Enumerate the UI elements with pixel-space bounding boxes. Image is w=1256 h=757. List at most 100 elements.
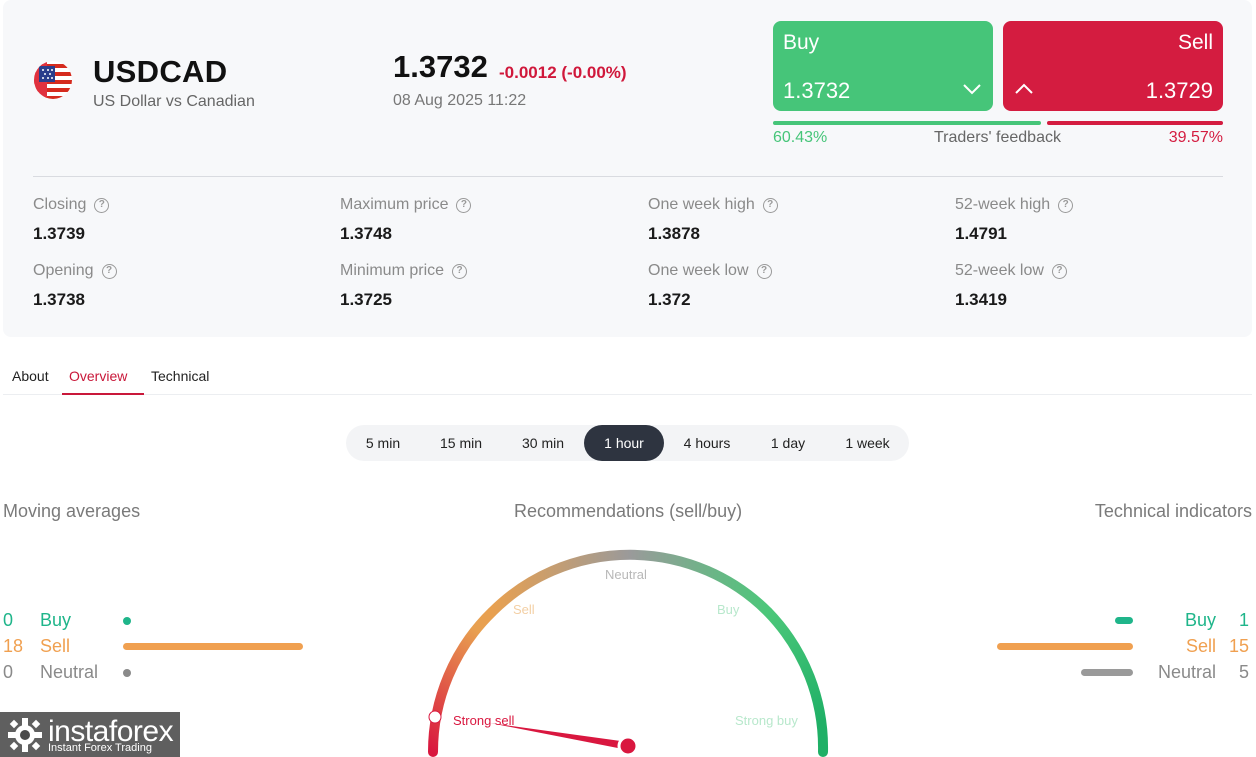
feedback-sell-percent: 39.57% — [1168, 129, 1223, 146]
instaforex-logo: instaforex Instant Forex Trading — [0, 712, 180, 757]
ma-neutral-label: Neutral — [40, 662, 99, 682]
stat-value: 1.3419 — [955, 290, 1007, 309]
chevron-up-icon — [1015, 83, 1033, 94]
stat-value: 1.3725 — [340, 290, 392, 309]
stat-label: One week high — [648, 196, 755, 213]
stat-one-week-low: One week low? 1.372 — [648, 262, 772, 310]
period-selector: 5 min 15 min 30 min 1 hour 4 hours 1 day… — [346, 425, 909, 461]
gauge-label-neutral: Neutral — [605, 567, 647, 582]
gauge-needle-hub — [617, 735, 639, 757]
sell-label: Sell — [1177, 31, 1213, 54]
price-timestamp: 08 Aug 2025 11:22 — [393, 92, 527, 109]
gauge-needle — [490, 723, 628, 750]
logo-wordmark: instaforex — [48, 715, 174, 748]
stat-label: One week low — [648, 262, 749, 279]
help-icon[interactable]: ? — [456, 197, 472, 213]
chevron-down-icon — [963, 84, 981, 95]
help-icon[interactable]: ? — [1058, 197, 1074, 213]
current-price: 1.3732 — [393, 49, 488, 84]
gauge-arc-sell — [427, 607, 497, 757]
stat-minimum-price: Minimum price? 1.3725 — [340, 262, 468, 310]
ma-sell-label: Sell — [40, 636, 71, 656]
ma-buy-bar — [123, 617, 131, 625]
ma-neutral-count: 0 — [3, 662, 14, 682]
sell-price: 1.3729 — [1145, 78, 1213, 103]
help-icon[interactable]: ? — [1051, 263, 1067, 279]
ti-sell-count: 15 — [1228, 636, 1249, 656]
buy-button[interactable]: Buy 1.3732 — [773, 21, 993, 111]
ti-neutral-count: 5 — [1238, 662, 1249, 682]
moving-averages-title: Moving averages — [3, 501, 141, 521]
buy-price: 1.3732 — [783, 78, 851, 103]
feedback-label: Traders' feedback — [934, 129, 1061, 146]
stat-52-week-low: 52-week low? 1.3419 — [955, 262, 1067, 310]
help-icon[interactable]: ? — [762, 197, 778, 213]
ti-sell-label: Sell — [1186, 636, 1217, 656]
gauge-marker — [428, 710, 442, 724]
tab-bar: About Overview Technical — [3, 360, 1252, 395]
divider — [33, 176, 1223, 177]
recommendation-gauge: Neutral Sell Buy Strong sell Strong buy — [427, 549, 829, 757]
stat-value: 1.4791 — [955, 224, 1007, 243]
stat-value: 1.3739 — [33, 224, 85, 243]
ma-sell-bar — [123, 643, 303, 650]
help-icon[interactable]: ? — [101, 263, 117, 279]
period-15-min[interactable]: 15 min — [439, 435, 483, 451]
gear-logo-icon — [8, 718, 42, 752]
help-icon[interactable]: ? — [452, 263, 468, 279]
period-1-day[interactable]: 1 day — [770, 435, 806, 451]
stat-label: 52-week high — [955, 196, 1051, 213]
period-4-hours[interactable]: 4 hours — [683, 435, 731, 451]
stat-label: Opening — [33, 262, 94, 279]
instrument-name: US Dollar vs Canadian — [93, 93, 255, 110]
period-30-min[interactable]: 30 min — [521, 435, 565, 451]
stat-label: Closing — [33, 196, 87, 213]
logo-tagline: Instant Forex Trading — [48, 742, 152, 754]
period-1-week[interactable]: 1 week — [845, 435, 890, 451]
stat-one-week-high: One week high? 1.3878 — [648, 196, 778, 244]
stat-52-week-high: 52-week high? 1.4791 — [955, 196, 1074, 244]
ma-buy-label: Buy — [40, 610, 72, 630]
stat-maximum-price: Maximum price? 1.3748 — [340, 196, 472, 244]
feedback-buy-bar — [773, 121, 1041, 125]
technical-indicators-title: Technical indicators — [1094, 501, 1252, 521]
stat-value: 1.3748 — [340, 224, 392, 243]
price-change: -0.0012 (-0.00%) — [499, 63, 627, 82]
ma-sell-count: 18 — [3, 636, 24, 656]
ti-buy-label: Buy — [1185, 610, 1217, 630]
feedback-buy-percent: 60.43% — [773, 129, 828, 146]
help-icon[interactable]: ? — [756, 263, 772, 279]
stat-value: 1.3738 — [33, 290, 85, 309]
ti-sell-bar — [997, 643, 1133, 650]
buy-label: Buy — [783, 31, 820, 54]
stat-closing: Closing? 1.3739 — [33, 196, 110, 244]
tab-overview[interactable]: Overview — [69, 368, 128, 384]
period-5-min[interactable]: 5 min — [365, 435, 401, 451]
gauge-label-strong-sell: Strong sell — [453, 713, 515, 728]
stat-value: 1.3878 — [648, 224, 700, 243]
us-ca-flag-icon — [34, 61, 72, 99]
ma-neutral-bar — [123, 669, 131, 677]
instrument-symbol: USDCAD — [93, 54, 228, 89]
gauge-label-buy: Buy — [717, 602, 740, 617]
ma-buy-count: 0 — [3, 610, 14, 630]
ti-buy-count: 1 — [1238, 610, 1249, 630]
ti-buy-bar — [1115, 617, 1133, 624]
period-1-hour[interactable]: 1 hour — [584, 425, 664, 461]
stat-opening: Opening? 1.3738 — [33, 262, 117, 310]
help-icon[interactable]: ? — [94, 197, 110, 213]
tab-about[interactable]: About — [12, 368, 49, 384]
gauge-arc-neutral — [488, 549, 772, 616]
gauge-label-sell: Sell — [513, 602, 535, 617]
gauge-arc-buy — [763, 607, 829, 757]
tab-technical[interactable]: Technical — [151, 368, 210, 384]
feedback-sell-bar — [1047, 121, 1223, 125]
stat-label: Minimum price — [340, 262, 445, 279]
active-tab-indicator — [62, 393, 144, 395]
stat-label: Maximum price — [340, 196, 449, 213]
stat-value: 1.372 — [648, 290, 691, 309]
sell-button[interactable]: Sell 1.3729 — [1003, 21, 1223, 111]
gauge-label-strong-buy: Strong buy — [735, 713, 798, 728]
recommendations-title: Recommendations (sell/buy) — [514, 501, 743, 521]
ti-neutral-label: Neutral — [1158, 662, 1217, 682]
